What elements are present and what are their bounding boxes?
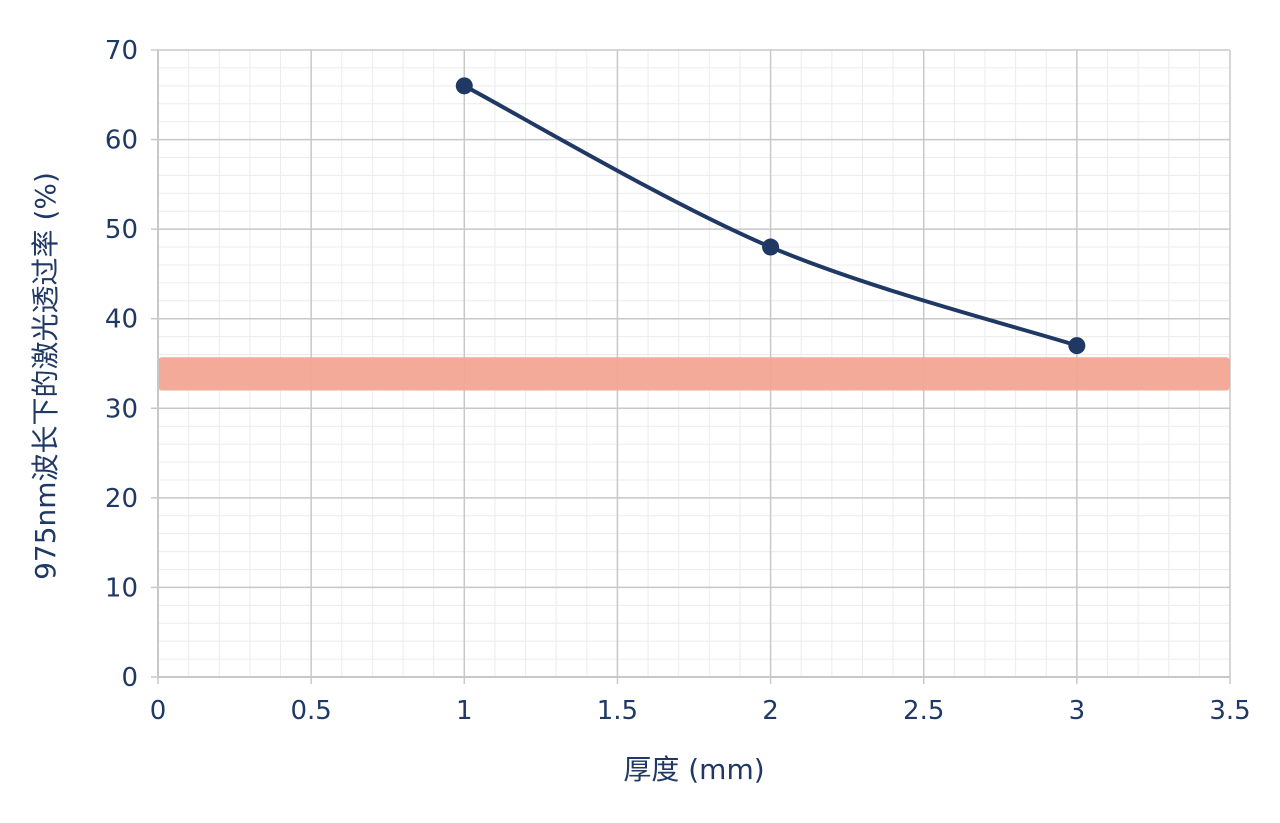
x-tick-label: 3.5 bbox=[1209, 696, 1250, 726]
x-tick-label: 1 bbox=[456, 696, 473, 726]
y-tick-label: 70 bbox=[105, 36, 138, 66]
x-tick-label: 3 bbox=[1069, 696, 1086, 726]
series-layer bbox=[455, 77, 1086, 355]
x-tick-label: 2 bbox=[762, 696, 779, 726]
x-tick-label: 0.5 bbox=[290, 696, 331, 726]
threshold-band-layer bbox=[158, 357, 1230, 391]
y-tick-label: 30 bbox=[105, 394, 138, 424]
data-point bbox=[762, 238, 780, 256]
y-tick-labels: 0 10 20 30 40 50 60 70 bbox=[105, 36, 138, 693]
data-point bbox=[455, 77, 473, 95]
data-point bbox=[1068, 337, 1086, 355]
y-tick-label: 10 bbox=[105, 573, 138, 603]
y-tick-label: 60 bbox=[105, 126, 138, 156]
x-axis-label: 厚度 (mm) bbox=[623, 753, 764, 786]
x-tick-label: 0 bbox=[150, 696, 167, 726]
x-tick-labels: 0 0.5 1 1.5 2 2.5 3 3.5 bbox=[150, 696, 1251, 726]
x-tick-label: 2.5 bbox=[903, 696, 944, 726]
threshold-band bbox=[158, 357, 1230, 391]
y-tick-label: 40 bbox=[105, 305, 138, 335]
axes bbox=[151, 49, 1231, 684]
y-axis-label: 975nm波长下的激光透过率 (%) bbox=[29, 172, 62, 580]
x-tick-label: 1.5 bbox=[597, 696, 638, 726]
y-tick-label: 20 bbox=[105, 484, 138, 514]
y-tick-label: 0 bbox=[121, 663, 138, 693]
y-tick-label: 50 bbox=[105, 215, 138, 245]
